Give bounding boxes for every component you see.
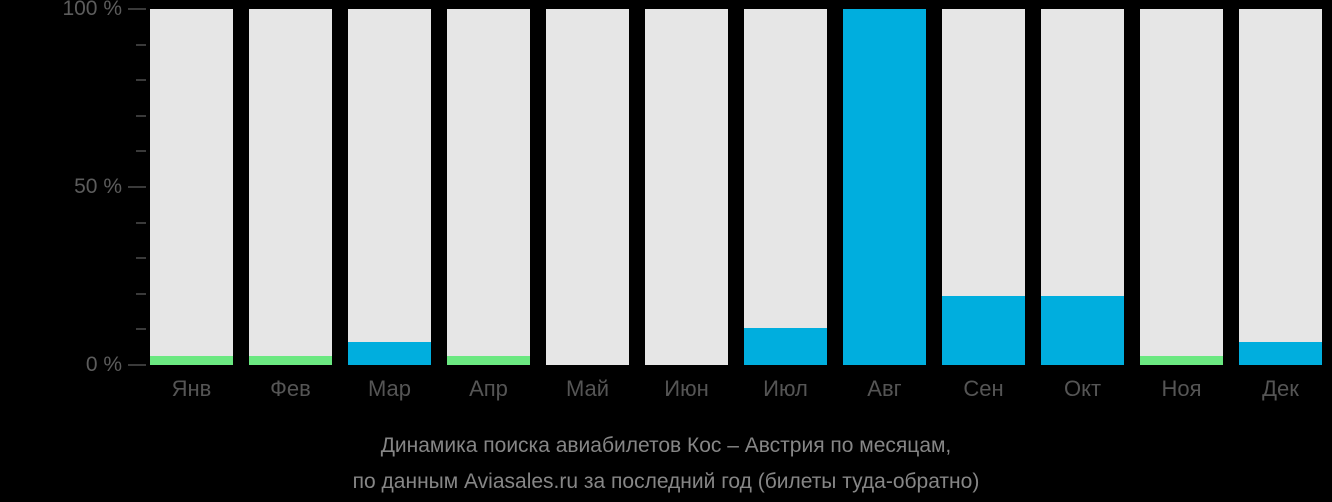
y-axis-minor-tick [136, 292, 146, 295]
y-axis-minor-tick [136, 79, 146, 82]
x-axis-tick-label: Май [565, 376, 610, 401]
bar-track [1239, 9, 1322, 365]
x-axis-tick-label: Авг [867, 376, 902, 401]
x-axis-tick-label: Сен [963, 376, 1004, 401]
bar[interactable] [942, 295, 1025, 365]
bar-track [546, 9, 629, 365]
bar-column[interactable] [1239, 0, 1322, 365]
bar-column[interactable] [645, 0, 728, 365]
y-axis-minor-tick [136, 150, 146, 153]
x-axis-tick-label: Апр [469, 376, 508, 401]
chart-caption: Динамика поиска авиабилетов Кос – Австри… [0, 428, 1332, 500]
y-axis-minor-tick [136, 328, 146, 331]
bar-column[interactable] [348, 0, 431, 365]
bar[interactable] [1239, 341, 1322, 365]
bar-column[interactable] [1041, 0, 1124, 365]
bar[interactable] [348, 341, 431, 365]
bar-column[interactable] [1140, 0, 1223, 365]
y-axis-minor-tick [136, 114, 146, 117]
x-axis-tick-label: Мар [367, 376, 412, 401]
bar-track [645, 9, 728, 365]
x-axis-tick-label: Июн [664, 376, 709, 401]
x-axis-tick-label: Дек [1262, 376, 1299, 401]
bar-track [150, 9, 233, 365]
bar[interactable] [150, 356, 233, 365]
y-axis: 100 % 50 % 0 % [0, 0, 150, 375]
bar[interactable] [744, 327, 827, 365]
bar-track [744, 9, 827, 365]
x-axis: Янв Фев Мар Апр Май Июн Июл Авг Сен Окт Ноя Дек [150, 365, 1332, 413]
y-axis-major-tick [128, 8, 146, 10]
x-axis-tick-label: Фев [270, 376, 311, 401]
bar-track [1140, 9, 1223, 365]
bar-column[interactable] [249, 0, 332, 365]
y-axis-label: 0 % [85, 353, 122, 376]
y-axis-minor-tick [136, 221, 146, 224]
y-axis-major-tick [128, 364, 146, 366]
bar-track [447, 9, 530, 365]
bar-track [249, 9, 332, 365]
y-axis-major-tick [128, 186, 146, 188]
bar-column[interactable] [150, 0, 233, 365]
bar-track [348, 9, 431, 365]
caption-line-2: по данным Aviasales.ru за последний год … [352, 470, 980, 493]
bar-column[interactable] [744, 0, 827, 365]
bar[interactable] [249, 356, 332, 365]
bar-column[interactable] [447, 0, 530, 365]
x-axis-tick-label: Окт [1063, 376, 1102, 401]
x-axis-tick-label: Июл [763, 376, 808, 401]
bar-column[interactable] [546, 0, 629, 365]
bar[interactable] [447, 356, 530, 365]
y-axis-label: 50 % [74, 175, 122, 198]
caption-line-1: Динамика поиска авиабилетов Кос – Австри… [380, 434, 952, 457]
x-axis-tick-label: Ноя [1161, 376, 1202, 401]
y-axis-label: 100 % [62, 0, 122, 20]
y-axis-minor-tick [136, 257, 146, 260]
x-axis-tick-label: Янв [171, 376, 212, 401]
bar[interactable] [1140, 356, 1223, 365]
y-axis-minor-tick [136, 43, 146, 46]
bar[interactable] [843, 9, 926, 365]
bar[interactable] [1041, 295, 1124, 365]
bar-column[interactable] [843, 0, 926, 365]
bar-column[interactable] [942, 0, 1025, 365]
plot-area [150, 0, 1332, 365]
